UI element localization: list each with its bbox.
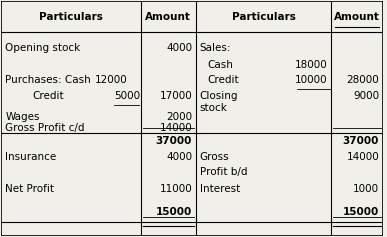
Text: Profit b/d: Profit b/d [200,167,247,177]
Text: 5000: 5000 [114,91,140,101]
Text: 14000: 14000 [159,123,192,133]
Text: 4000: 4000 [166,43,192,53]
Text: 15000: 15000 [343,207,379,217]
Text: Gross Profit c/d: Gross Profit c/d [5,123,85,133]
Text: Wages: Wages [5,112,40,122]
Text: Net Profit: Net Profit [5,184,54,194]
Text: Credit: Credit [207,75,239,85]
Text: Gross: Gross [200,152,229,162]
Text: 4000: 4000 [166,152,192,162]
Text: 17000: 17000 [159,91,192,101]
Text: stock: stock [200,103,228,113]
Text: Insurance: Insurance [5,152,57,162]
Text: 1000: 1000 [353,184,379,194]
Text: Sales:: Sales: [200,43,231,53]
Text: Interest: Interest [200,184,240,194]
Text: Particulars: Particulars [232,12,296,22]
Text: Closing: Closing [200,91,238,101]
Text: 11000: 11000 [159,184,192,194]
Text: Amount: Amount [146,12,191,22]
Text: 2000: 2000 [166,112,192,122]
Text: Cash: Cash [207,60,233,70]
Text: 10000: 10000 [295,75,328,85]
Text: Particulars: Particulars [39,12,103,22]
Text: 12000: 12000 [95,75,128,85]
Text: 9000: 9000 [353,91,379,101]
Text: 37000: 37000 [343,136,379,146]
Text: 37000: 37000 [156,136,192,146]
Text: 14000: 14000 [346,152,379,162]
Text: 18000: 18000 [295,60,328,70]
Text: 15000: 15000 [156,207,192,217]
Text: Opening stock: Opening stock [5,43,80,53]
Text: Credit: Credit [32,91,63,101]
Text: 28000: 28000 [346,75,379,85]
Text: Amount: Amount [334,12,380,22]
Text: Purchases: Cash: Purchases: Cash [5,75,91,85]
